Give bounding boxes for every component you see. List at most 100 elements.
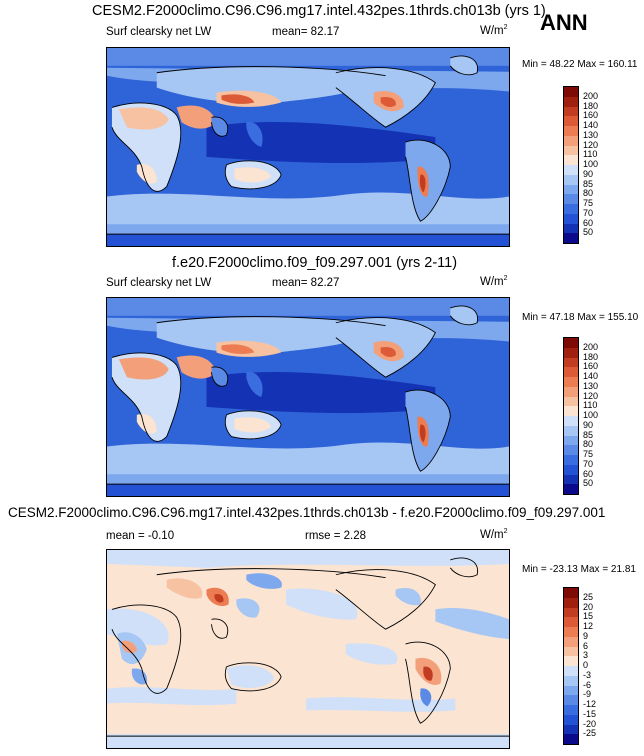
colorbar-cell [564,425,578,436]
colorbar-cell [564,396,578,407]
colorbar-cell [564,87,578,97]
colorbar-cell [564,96,578,107]
colorbar-cell [564,213,578,224]
colorbar-tick-label: 85 [583,178,594,189]
colorbar-tick-label: 60 [583,468,594,479]
colorbar-cell [564,464,578,475]
panel1-map [106,47,510,247]
colorbar-tick-label: 160 [583,361,599,372]
colorbar-tick-label: 50 [583,227,594,238]
colorbar-tick-label: 160 [583,110,599,121]
colorbar-cell [564,135,578,146]
panel3-map [106,549,510,749]
colorbar-tick-label: 80 [583,439,594,450]
colorbar-cell [564,685,578,696]
colorbar-cell [564,338,578,348]
panel2-colorbar [563,337,579,495]
panel3-rmse-label: rmse = 2.28 [305,530,367,542]
colorbar-cell [564,357,578,368]
colorbar-cell [564,155,578,165]
colorbar-cell [564,223,578,234]
colorbar-cell [564,484,578,494]
panel3-minmax: Min = -23.13 Max = 21.81 [522,564,636,575]
colorbar-tick-label: 50 [583,478,594,489]
colorbar-tick-label: 200 [583,90,599,101]
colorbar-cell [564,714,578,725]
colorbar-tick-label: 85 [583,429,594,440]
colorbar-cell [564,617,578,627]
panel2-map [106,297,510,497]
colorbar-tick-label: 110 [583,400,598,411]
colorbar-cell [564,126,578,136]
colorbar-tick-label: 6 [583,640,589,651]
colorbar-tick-label: 90 [583,419,594,430]
colorbar-tick-label: 75 [583,198,594,208]
colorbar-tick-label: -6 [583,679,592,690]
colorbar-tick-label: 70 [583,458,594,469]
colorbar-cell [564,233,578,243]
colorbar-tick-label: 180 [583,351,599,362]
colorbar-cell [564,675,578,686]
panel2-variable-label: Surf clearsky net LW [106,277,212,289]
colorbar-cell [564,204,578,214]
colorbar-cell [564,445,578,455]
panel3-title: CESM2.F2000climo.C96.C96.mg17.intel.432p… [8,505,606,520]
colorbar-cell [564,435,578,446]
panel3-colorbar [563,587,579,745]
colorbar-tick-label: 140 [583,120,599,130]
colorbar-cell [564,588,578,598]
colorbar-cell [564,455,578,465]
colorbar-tick-label: 200 [583,341,599,352]
colorbar-cell [564,646,578,657]
colorbar-tick-label: 110 [583,149,598,160]
colorbar-tick-label: 60 [583,217,594,228]
colorbar-cell [564,705,578,715]
colorbar-tick-label: 90 [583,168,594,179]
panel3-units: W/m2 [480,528,508,541]
colorbar-cell [564,734,578,744]
colorbar-cell [564,377,578,387]
colorbar-tick-label: 130 [583,129,599,140]
colorbar-tick-label: -12 [583,699,597,709]
colorbar-cell [564,627,578,637]
season-label: ANN [540,10,588,35]
colorbar-cell [564,666,578,676]
colorbar-cell [564,145,578,156]
colorbar-tick-label: 25 [583,591,594,602]
colorbar-tick-label: -20 [583,718,597,729]
colorbar-cell [564,406,578,416]
colorbar-tick-label: 100 [583,159,599,169]
colorbar-cell [564,106,578,117]
panel2-units: W/m2 [480,275,508,288]
panel1-colorbar [563,86,579,244]
panel2-mean-label: mean= 82.27 [272,277,340,289]
colorbar-tick-label: 12 [583,621,594,631]
panel1-units: W/m2 [480,24,508,37]
colorbar-tick-label: -15 [583,708,597,719]
colorbar-cell [564,367,578,377]
colorbar-tick-label: -9 [583,689,592,700]
colorbar-cell [564,184,578,195]
colorbar-cell [564,194,578,204]
colorbar-tick-label: 80 [583,188,594,199]
colorbar-tick-label: 0 [583,660,589,670]
panel1-title: CESM2.F2000climo.C96.C96.mg17.intel.432p… [92,3,546,19]
colorbar-cell [564,347,578,358]
panel1-minmax: Min = 48.22 Max = 160.11 [522,59,638,70]
colorbar-tick-label: -3 [583,669,592,680]
colorbar-tick-label: 3 [583,650,589,661]
colorbar-cell [564,636,578,647]
colorbar-cell [564,474,578,485]
colorbar-tick-label: 120 [583,139,599,150]
colorbar-tick-label: 180 [583,100,599,111]
panel2-title: f.e20.F2000climo.f09_f09.297.001 (yrs 2-… [172,255,458,271]
panel1-variable-label: Surf clearsky net LW [106,26,212,38]
colorbar-tick-label: 20 [583,601,594,612]
colorbar-cell [564,607,578,618]
colorbar-tick-label: 130 [583,380,599,391]
colorbar-cell [564,174,578,185]
colorbar-tick-label: 15 [583,611,594,622]
colorbar-tick-label: 9 [583,630,589,641]
colorbar-cell [564,656,578,666]
colorbar-cell [564,386,578,397]
